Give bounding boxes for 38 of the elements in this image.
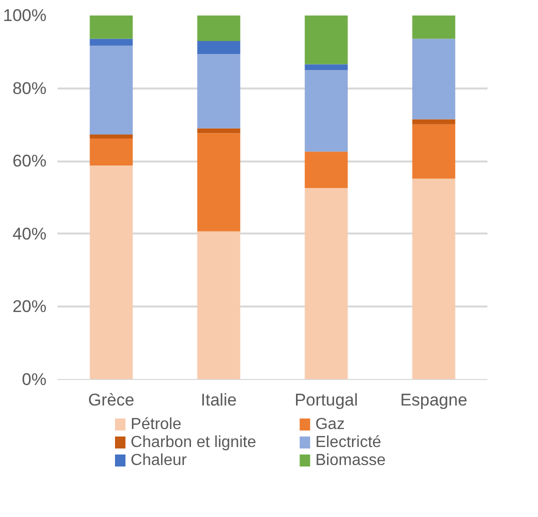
x-tick-label: Espagne <box>400 390 468 410</box>
y-tick-label: 60% <box>12 152 47 171</box>
legend-label: Charbon et lignite <box>130 434 256 451</box>
legend-label: Biomasse <box>315 452 386 469</box>
bar <box>412 124 456 179</box>
legend-label: Electricté <box>315 434 382 451</box>
bar <box>304 16 348 64</box>
bar <box>412 119 456 124</box>
bar <box>90 16 133 39</box>
legend-label: Gaz <box>315 416 345 433</box>
bar <box>304 188 348 380</box>
bar <box>197 54 240 128</box>
bar <box>304 70 348 152</box>
bar <box>197 231 240 380</box>
y-tick-label: 80% <box>12 78 47 98</box>
x-tick-label: Italie <box>200 390 237 410</box>
y-tick-label: 100% <box>3 6 47 25</box>
bar <box>197 16 240 41</box>
bar <box>304 152 348 188</box>
legend-label: Pétrole <box>130 416 182 433</box>
bar <box>90 165 133 380</box>
x-tick-label: Grèce <box>88 390 134 410</box>
bar <box>90 138 133 166</box>
y-tick-label: 0% <box>22 370 47 389</box>
bar <box>90 38 133 46</box>
bar <box>90 46 133 135</box>
bar <box>412 16 456 39</box>
bar <box>412 178 456 380</box>
legend-label: Chaleur <box>130 452 188 469</box>
bar <box>197 133 240 232</box>
bar <box>412 38 456 120</box>
y-tick-label: 20% <box>12 297 47 316</box>
bar <box>197 128 240 134</box>
bar <box>304 64 348 70</box>
bar <box>197 40 240 54</box>
x-tick-label: Portugal <box>294 390 358 410</box>
bar <box>90 134 133 139</box>
y-tick-label: 40% <box>12 224 47 244</box>
